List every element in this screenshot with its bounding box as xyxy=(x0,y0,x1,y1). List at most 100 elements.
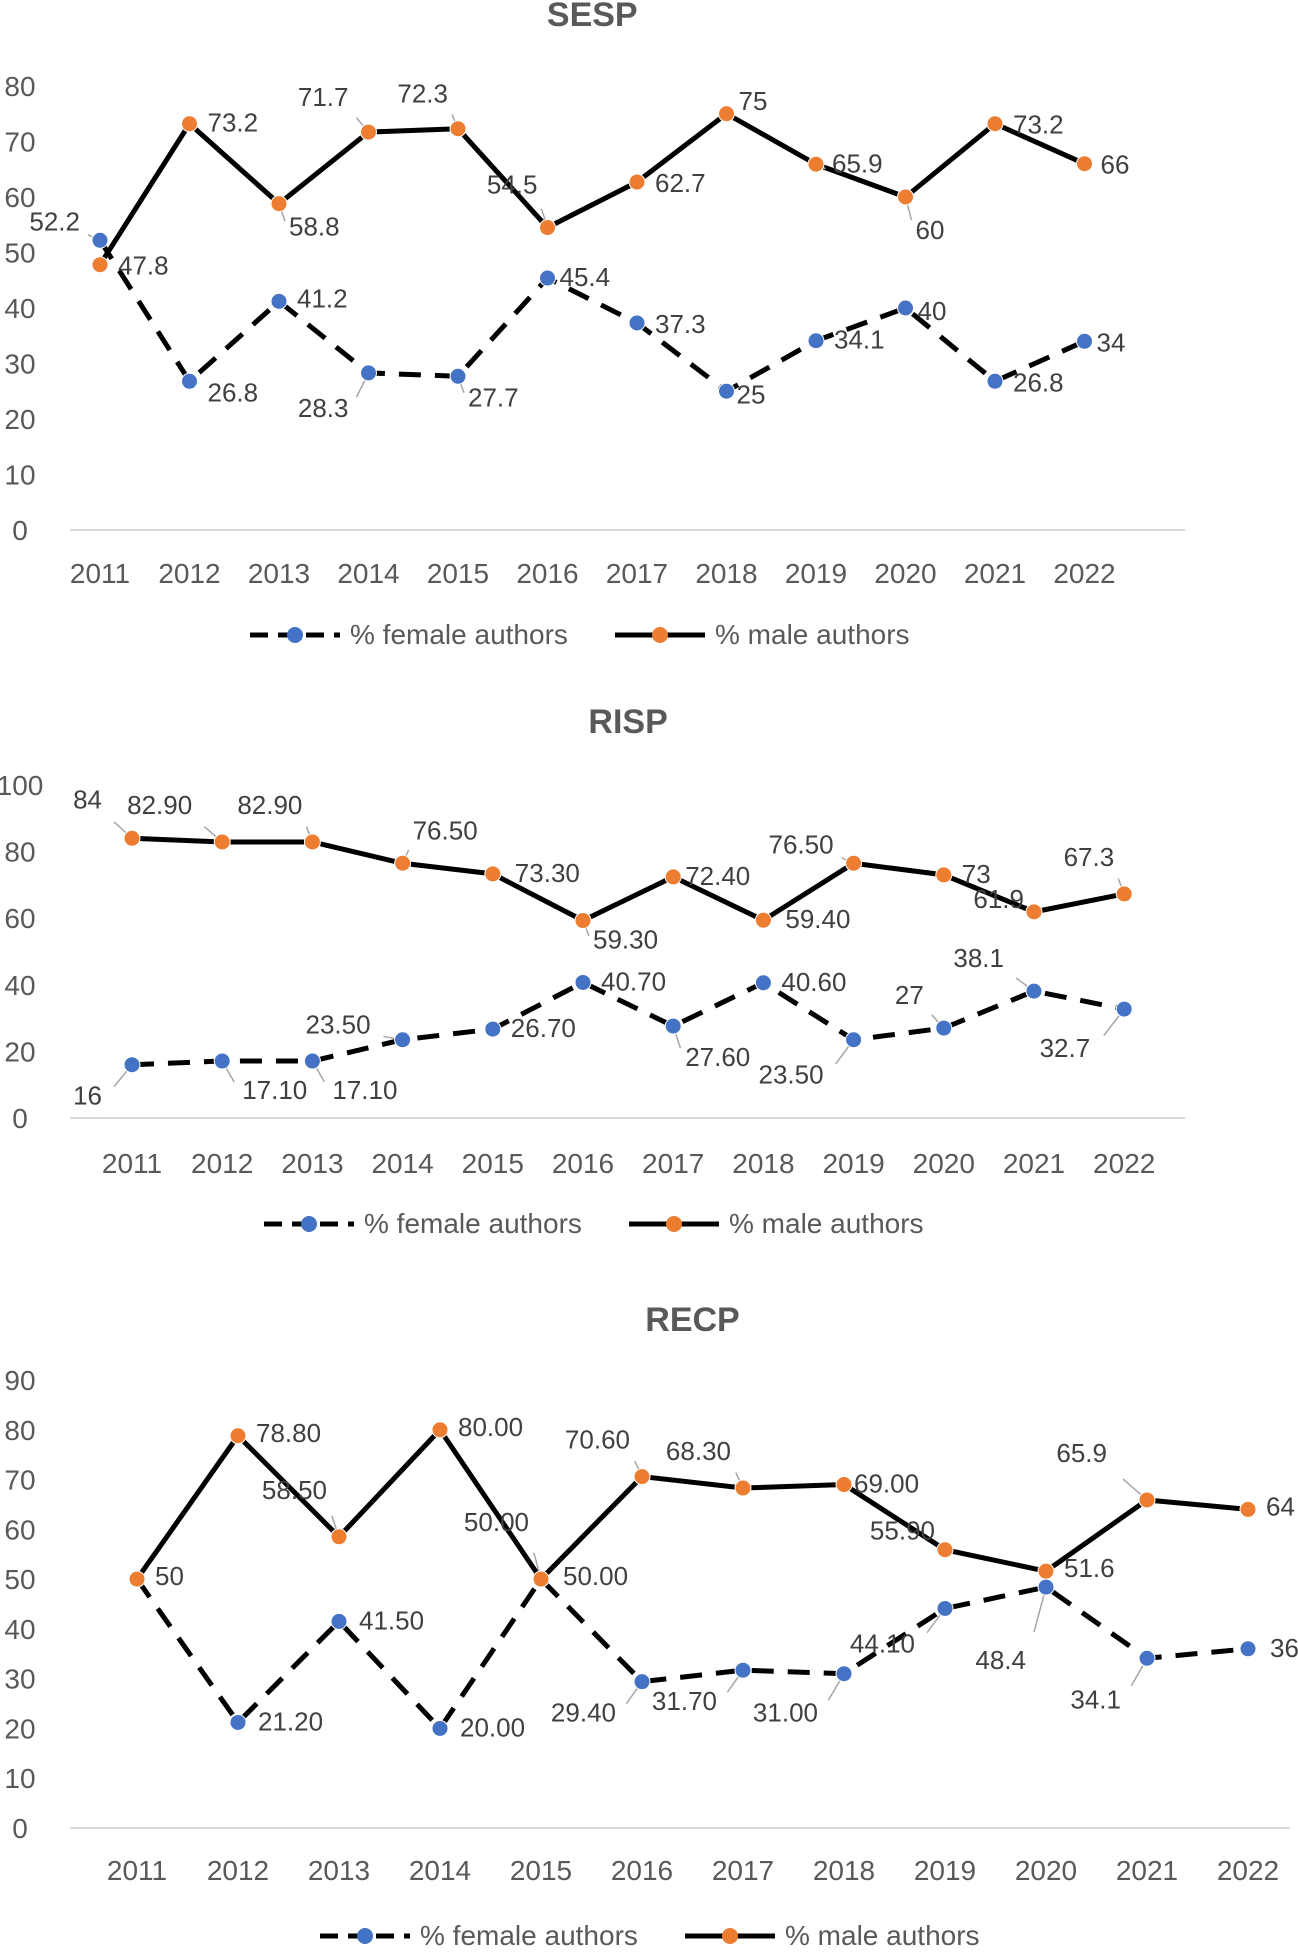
data-label: 68.30 xyxy=(666,1436,731,1466)
x-tick-label: 2011 xyxy=(107,1855,167,1886)
data-point xyxy=(1239,1500,1257,1518)
data-label: 67.3 xyxy=(1064,842,1115,872)
x-tick-label: 2019 xyxy=(822,1148,884,1179)
series-male: 84 82.90 82.90 76.50 73.30 59.30 72.40 59.40 76.… xyxy=(73,784,1133,955)
data-point xyxy=(1037,1562,1055,1580)
data-label: 34 xyxy=(1097,327,1126,357)
data-point xyxy=(270,195,288,213)
data-label: 61.9 xyxy=(973,884,1024,914)
data-label: 72.3 xyxy=(397,79,448,109)
data-label: 80.00 xyxy=(458,1412,523,1442)
data-point xyxy=(181,372,198,390)
legend-label: % female authors xyxy=(420,1920,638,1951)
data-point xyxy=(664,868,682,886)
data-point xyxy=(91,256,109,274)
data-label: 60 xyxy=(916,215,945,245)
data-label: 29.40 xyxy=(551,1698,616,1728)
data-point xyxy=(718,382,735,400)
series-line xyxy=(131,835,1125,924)
series-line xyxy=(97,111,1086,267)
data-point xyxy=(91,231,109,249)
data-point xyxy=(807,332,825,350)
data-point xyxy=(845,1031,863,1049)
data-point xyxy=(897,188,914,206)
series-male: 50 78.80 58.50 80.00 50.00 70.60 68.30 69.00 55.… xyxy=(128,1412,1295,1591)
data-label: 16 xyxy=(73,1081,102,1111)
legend-marker xyxy=(652,627,668,643)
data-label: 76.50 xyxy=(413,815,478,845)
data-label: 34.1 xyxy=(1070,1684,1121,1714)
y-tick-label: 10 xyxy=(4,460,35,491)
data-point xyxy=(431,1719,449,1737)
legend: % female authors % male authors xyxy=(250,619,910,650)
data-label: 21.20 xyxy=(258,1706,323,1736)
x-tick-label: 2021 xyxy=(1003,1148,1065,1179)
data-label: 26.8 xyxy=(1013,367,1064,397)
x-tick-label: 2017 xyxy=(642,1148,704,1179)
series-line xyxy=(134,1427,1249,1582)
x-tick-label: 2019 xyxy=(914,1855,976,1886)
y-tick-label: 0 xyxy=(12,1813,28,1844)
data-label: 40 xyxy=(918,296,947,326)
data-label: 59.40 xyxy=(785,904,850,934)
data-label: 50.00 xyxy=(563,1561,628,1591)
x-tick-label: 2014 xyxy=(371,1148,433,1179)
data-point xyxy=(734,1661,752,1679)
x-tick-label: 2017 xyxy=(712,1855,774,1886)
data-point xyxy=(532,1570,550,1588)
data-point xyxy=(1138,1491,1156,1509)
data-point xyxy=(807,155,825,173)
data-point xyxy=(1115,1000,1133,1018)
y-tick-label: 70 xyxy=(4,127,35,158)
data-label: 31.70 xyxy=(652,1686,717,1716)
data-label: 44.10 xyxy=(850,1628,915,1658)
data-point xyxy=(936,1541,954,1559)
x-tick-label: 2011 xyxy=(70,558,130,589)
data-label: 23.50 xyxy=(759,1060,824,1090)
data-label: 40.60 xyxy=(781,967,846,997)
data-label: 27.60 xyxy=(685,1042,750,1072)
x-tick-label: 2012 xyxy=(191,1148,253,1179)
data-point xyxy=(935,866,953,884)
data-label: 73.2 xyxy=(1013,110,1064,140)
data-label: 65.9 xyxy=(1056,1438,1107,1468)
x-tick-label: 2021 xyxy=(1116,1855,1178,1886)
data-label: 50 xyxy=(155,1561,184,1591)
data-label: 69.00 xyxy=(854,1469,919,1499)
data-point xyxy=(394,854,412,872)
data-point xyxy=(229,1427,247,1445)
legend-label: % female authors xyxy=(364,1208,582,1239)
x-axis: 2011 2012 2013 2014 2015 2016 2017 2018 2019 2020… xyxy=(102,1148,1155,1179)
data-point xyxy=(574,973,592,991)
y-tick-label: 30 xyxy=(4,1664,35,1695)
legend: % female authors % male authors xyxy=(320,1920,980,1951)
legend-label: % male authors xyxy=(785,1920,980,1951)
x-tick-label: 2019 xyxy=(785,558,847,589)
legend-label: % female authors xyxy=(350,619,568,650)
series-female: 16 17.10 17.10 23.50 26.70 40.70 27.60 40.60 23.… xyxy=(73,943,1133,1111)
data-label: 58.50 xyxy=(262,1475,327,1505)
data-label: 71.7 xyxy=(298,82,349,112)
series-female: 52.2 26.8 41.2 28.3 27.7 45.4 37.3 25 34.1 40 26.8… xyxy=(29,206,1125,423)
data-point xyxy=(123,829,141,847)
data-label: 73 xyxy=(962,859,991,889)
x-axis: 2011 2012 2013 2014 2015 2016 2017 2018 2019 2020… xyxy=(70,558,1116,589)
y-tick-label: 10 xyxy=(4,1763,35,1794)
data-point xyxy=(1239,1640,1257,1658)
data-point xyxy=(539,269,556,287)
data-point xyxy=(330,1528,348,1546)
data-point xyxy=(628,314,646,332)
data-label: 54.5 xyxy=(487,170,538,200)
x-tick-label: 2012 xyxy=(207,1855,269,1886)
x-tick-label: 2012 xyxy=(158,558,220,589)
data-point xyxy=(835,1476,853,1494)
x-tick-label: 2021 xyxy=(964,558,1026,589)
x-tick-label: 2014 xyxy=(409,1855,471,1886)
y-tick-label: 50 xyxy=(4,238,35,269)
data-point xyxy=(1076,155,1093,173)
y-tick-label: 20 xyxy=(4,1713,35,1744)
data-label: 75 xyxy=(739,86,768,116)
